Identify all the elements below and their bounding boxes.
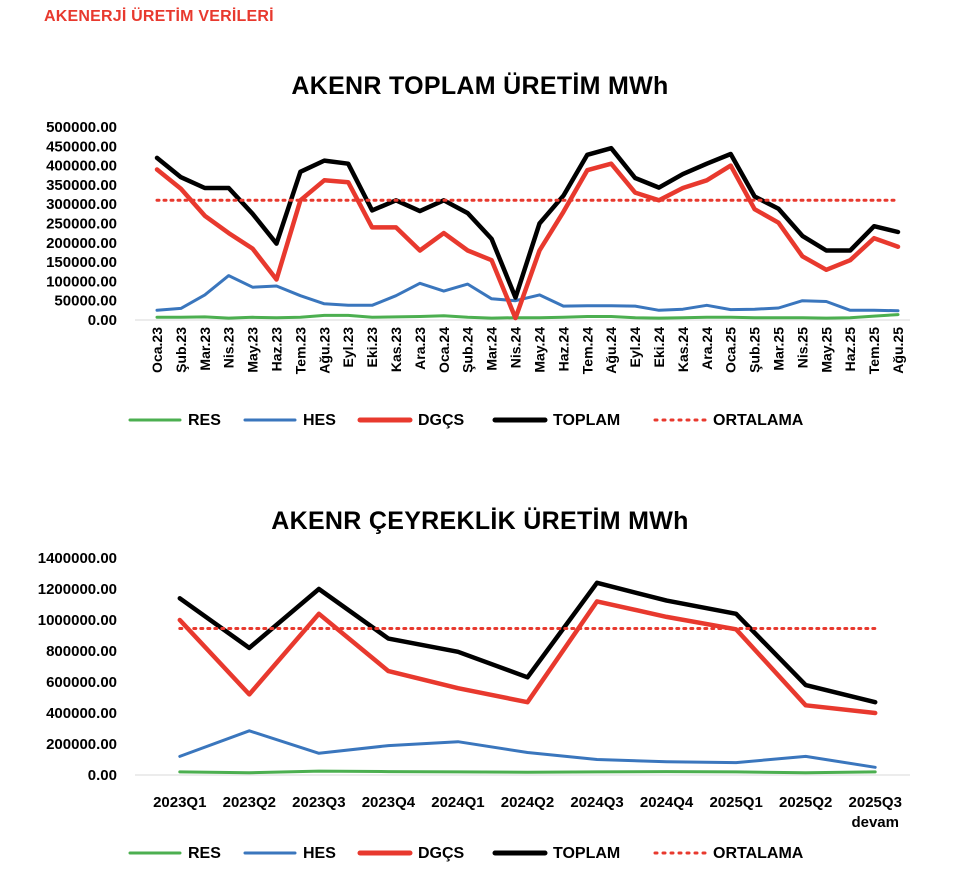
x-tick-label: Eki.23: [364, 327, 380, 368]
x-tick-label: 2025Q1: [709, 794, 762, 811]
x-tick-label: Mar.23: [197, 327, 213, 371]
x-tick-label: Nis.25: [794, 327, 810, 368]
series-line-hes: [155, 274, 900, 313]
x-tick-label: Haz.24: [555, 327, 571, 372]
x-tick-label: Oca.24: [436, 327, 452, 373]
x-tick-label: 2023Q3: [292, 794, 345, 811]
legend-label-toplam: TOPLAM: [553, 845, 620, 862]
y-tick-label: 300000.00: [46, 196, 117, 213]
x-tick-label: Şub.25: [747, 327, 763, 373]
y-tick-label: 1400000.00: [38, 550, 117, 567]
series-line-toplam: [177, 580, 878, 705]
y-tick-label: 350000.00: [46, 177, 117, 194]
y-tick-label: 400000.00: [46, 158, 117, 175]
x-tick-label: Ara.23: [412, 327, 428, 370]
chart-title-monthly: AKENR TOPLAM ÜRETİM MWh: [291, 72, 669, 100]
quarterly-production-chart: 1400000.00 1200000.00 1000000.00 800000.00 6…: [38, 550, 910, 862]
x-tick-label: Eyl.23: [340, 327, 356, 368]
x-tick-label: May.23: [245, 327, 261, 373]
x-tick-label: 2025Q3 devam: [849, 794, 902, 831]
series-line-res: [178, 769, 877, 775]
page-heading: AKENERJİ ÜRETİM VERİLERİ: [44, 8, 274, 25]
y-tick-label: 600000.00: [46, 674, 117, 691]
legend-label-hes: HES: [303, 845, 336, 862]
legend-label-res: RES: [188, 845, 221, 862]
series-line-dgcs: [154, 161, 901, 321]
x-tick-label: May.25: [818, 327, 834, 373]
x-tick-label: Mar.24: [484, 327, 500, 371]
y-tick-label: 50000.00: [54, 293, 117, 310]
y-tick-label: 1000000.00: [38, 612, 117, 629]
x-tick-label: Nis.24: [508, 327, 524, 368]
legend-label-ortalama: ORTALAMA: [713, 412, 804, 429]
y-tick-label: 200000.00: [46, 235, 117, 252]
legend-label-dgcs: DGÇS: [418, 412, 465, 429]
x-tick-label: Ağu.25: [890, 327, 906, 374]
x-tick-label: Eki.24: [651, 327, 667, 368]
x-tick-label: Ağu.24: [603, 327, 619, 374]
series-line-toplam: [154, 145, 901, 300]
x-tick-label: Kas.24: [675, 327, 691, 372]
x-tick-label: Tem.24: [579, 327, 595, 374]
chart-title-quarterly: AKENR ÇEYREKLİK ÜRETİM MWh: [271, 507, 689, 535]
y-tick-label: 500000.00: [46, 119, 117, 136]
x-tick-label: 2024Q2: [501, 794, 554, 811]
x-tick-label: Şub.23: [173, 327, 189, 373]
x-tick-label: Haz.23: [268, 327, 284, 372]
x-tick-label: 2023Q4: [362, 794, 416, 811]
series-line-res: [155, 313, 900, 320]
x-tick-label: Ara.24: [699, 327, 715, 370]
x-tick-label: Tem.25: [866, 327, 882, 374]
legend-label-ortalama: ORTALAMA: [713, 845, 804, 862]
y-tick-label: 450000.00: [46, 138, 117, 155]
y-tick-label: 400000.00: [46, 705, 117, 722]
y-tick-label: 100000.00: [46, 273, 117, 290]
x-tick-label: 2023Q1: [153, 794, 206, 811]
x-tick-label: Haz.25: [842, 327, 858, 372]
legend-label-toplam: TOPLAM: [553, 412, 620, 429]
x-tick-label: Nis.23: [221, 327, 237, 368]
y-tick-label: 200000.00: [46, 736, 117, 753]
x-tick-label: May.24: [531, 327, 547, 373]
monthly-production-chart: 500000.00 450000.00 400000.00 350000.00 3000…: [46, 119, 910, 429]
x-tick-label: 2024Q1: [431, 794, 484, 811]
y-tick-label: 250000.00: [46, 216, 117, 233]
x-tick-label: Mar.25: [771, 327, 787, 371]
series-line-hes: [178, 729, 877, 769]
x-tick-label: Tem.23: [292, 327, 308, 374]
series-line-dgcs: [177, 599, 878, 716]
x-tick-label: Eyl.24: [627, 327, 643, 368]
legend-label-hes: HES: [303, 412, 336, 429]
y-tick-label: 800000.00: [46, 643, 117, 660]
x-tick-label: Kas.23: [388, 327, 404, 372]
x-tick-label: 2024Q4: [640, 794, 694, 811]
legend-label-res: RES: [188, 412, 221, 429]
x-tick-label: Ağu.23: [316, 327, 332, 374]
x-tick-label: Oca.23: [149, 327, 165, 373]
legend-label-dgcs: DGÇS: [418, 845, 465, 862]
y-tick-label: 150000.00: [46, 254, 117, 271]
y-tick-label: 1200000.00: [38, 581, 117, 598]
x-tick-label: 2023Q2: [223, 794, 276, 811]
y-tick-label: 0.00: [88, 767, 117, 784]
x-tick-label: Şub.24: [460, 327, 476, 373]
x-tick-label: Oca.25: [723, 327, 739, 373]
x-tick-label: 2024Q3: [570, 794, 623, 811]
y-tick-label: 0.00: [88, 312, 117, 329]
x-tick-label: 2025Q2: [779, 794, 832, 811]
